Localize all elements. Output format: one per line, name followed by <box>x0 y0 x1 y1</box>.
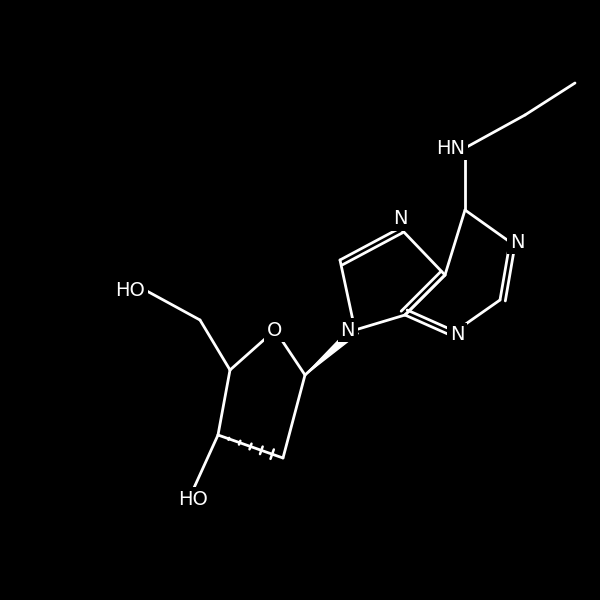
Text: N: N <box>393 209 407 228</box>
Text: HO: HO <box>178 490 208 509</box>
Text: N: N <box>450 325 464 344</box>
Text: HN: HN <box>436 139 465 157</box>
Text: N: N <box>510 232 524 251</box>
Text: HO: HO <box>115 281 145 299</box>
Text: O: O <box>268 320 283 340</box>
Polygon shape <box>305 326 358 375</box>
Text: N: N <box>341 320 355 340</box>
